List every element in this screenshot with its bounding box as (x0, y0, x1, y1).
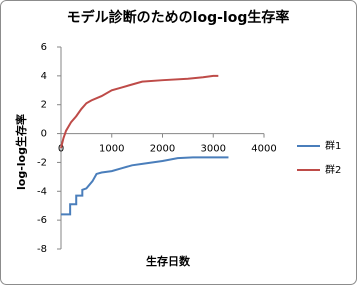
y-tick-label: 2 (41, 100, 47, 111)
x-tick-label: 4000 (251, 144, 276, 155)
chart-title: モデル診断のためのlog-log生存率 (67, 9, 290, 26)
x-tick-label: 2000 (150, 144, 175, 155)
series-line (60, 74, 219, 149)
y-tick-label: -8 (37, 244, 47, 255)
y-axis-title: log-log生存率 (14, 114, 28, 190)
y-tick-label: 4 (41, 71, 47, 82)
legend-label: 群1 (325, 139, 341, 152)
y-tick-label: 0 (41, 129, 47, 140)
y-tick-label: -6 (37, 215, 47, 226)
x-tick-label: 0 (58, 144, 64, 155)
x-axis-title: 生存日数 (146, 254, 191, 268)
y-tick-label: 6 (41, 42, 47, 53)
y-tick-label: -4 (37, 186, 47, 197)
series-line (61, 156, 229, 216)
y-tick-label: -2 (37, 157, 47, 168)
legend-label: 群2 (325, 163, 341, 176)
x-tick-label: 1000 (99, 144, 124, 155)
x-tick-label: 3000 (201, 144, 226, 155)
